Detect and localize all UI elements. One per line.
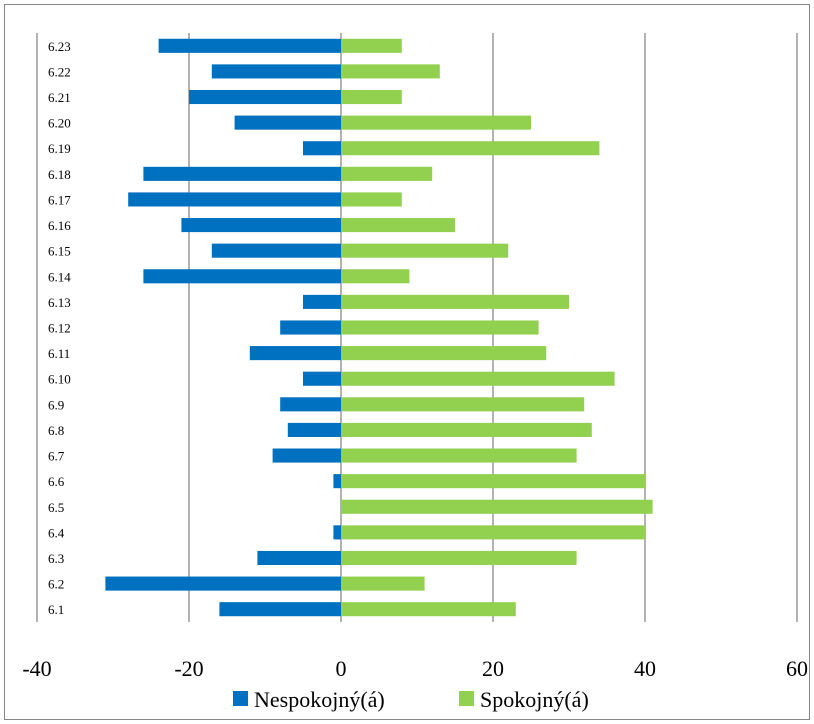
bar-spokojny-6.16	[341, 218, 455, 233]
x-tick-label: -40	[22, 656, 51, 681]
bar-nespokojny-6.12	[280, 320, 341, 335]
bars	[105, 38, 653, 617]
legend-swatch-spokojny	[459, 691, 474, 706]
bar-spokojny-6.8	[341, 422, 592, 437]
bar-nespokojny-6.14	[143, 269, 341, 284]
bar-spokojny-6.3	[341, 550, 577, 566]
category-label: 6.2	[48, 577, 64, 592]
bar-spokojny-6.6	[341, 474, 645, 489]
legend-label-spokojny: Spokojný(á)	[480, 687, 589, 712]
category-label: 6.4	[48, 525, 65, 540]
bar-nespokojny-6.13	[303, 294, 341, 309]
category-label: 6.20	[48, 116, 71, 131]
bar-spokojny-6.10	[341, 371, 615, 386]
category-label: 6.5	[48, 500, 64, 515]
category-label: 6.12	[48, 321, 71, 336]
category-label: 6.13	[48, 295, 71, 310]
x-tick-label: 0	[336, 656, 347, 681]
bar-spokojny-6.7	[341, 448, 577, 463]
bar-spokojny-6.5	[341, 499, 653, 514]
bar-nespokojny-6.20	[234, 115, 341, 130]
category-label: 6.6	[48, 474, 65, 489]
bar-spokojny-6.14	[341, 269, 410, 284]
category-label: 6.21	[48, 90, 71, 105]
bar-spokojny-6.4	[341, 525, 645, 540]
category-label: 6.14	[48, 269, 71, 284]
x-tick-labels: -40 -20 0 20 40 60	[22, 656, 808, 681]
bar-spokojny-6.22	[341, 64, 440, 79]
bar-nespokojny-6.1	[219, 602, 341, 617]
bar-nespokojny-6.23	[158, 38, 341, 53]
category-label: 6.18	[48, 167, 71, 182]
bar-nespokojny-6.7	[272, 448, 341, 463]
bar-nespokojny-6.22	[211, 64, 341, 79]
legend-swatch-nespokojny	[233, 691, 248, 706]
bar-nespokojny-6.11	[249, 346, 341, 361]
bar-nespokojny-6.4	[333, 525, 341, 540]
bar-spokojny-6.9	[341, 397, 585, 412]
bar-nespokojny-6.8	[287, 422, 341, 437]
bar-spokojny-6.13	[341, 294, 569, 309]
bar-nespokojny-6.2	[105, 576, 342, 591]
category-label: 6.16	[48, 218, 71, 233]
bar-nespokojny-6.21	[189, 89, 341, 105]
legend-label-nespokojny: Nespokojný(á)	[254, 687, 385, 712]
bar-spokojny-6.15	[341, 243, 509, 258]
x-tick-label: 40	[634, 656, 656, 681]
category-label: 6.22	[48, 64, 71, 79]
category-label: 6.8	[48, 423, 64, 438]
bar-nespokojny-6.18	[143, 166, 341, 181]
bar-nespokojny-6.19	[303, 141, 341, 156]
gridlines	[36, 33, 798, 622]
category-label: 6.1	[48, 602, 64, 617]
category-label: 6.15	[48, 244, 71, 259]
bar-nespokojny-6.9	[280, 397, 341, 412]
category-label: 6.9	[48, 397, 64, 412]
category-label: 6.3	[48, 551, 64, 566]
x-tick-label: -20	[174, 656, 203, 681]
category-label: 6.23	[48, 39, 71, 54]
bar-spokojny-6.19	[341, 141, 600, 156]
bar-spokojny-6.11	[341, 346, 547, 361]
bar-nespokojny-6.10	[303, 371, 341, 386]
category-label: 6.11	[48, 346, 70, 361]
bar-spokojny-6.1	[341, 602, 516, 617]
legend: Nespokojný(á) Spokojný(á)	[233, 687, 589, 712]
bar-spokojny-6.20	[341, 115, 531, 130]
x-tick-label: 60	[786, 656, 808, 681]
bar-spokojny-6.18	[341, 166, 433, 181]
category-labels: 6.1 6.2 6.3 6.4 6.5 6.6 6.7 6.8 6.9 6.10 6.11 6.12 6…	[48, 39, 71, 617]
bar-spokojny-6.23	[341, 38, 402, 53]
bar-spokojny-6.17	[341, 192, 402, 207]
category-label: 6.17	[48, 192, 71, 207]
category-label: 6.10	[48, 372, 71, 387]
bar-spokojny-6.2	[341, 576, 425, 591]
bar-nespokojny-6.3	[257, 550, 341, 566]
bar-nespokojny-6.15	[211, 243, 341, 258]
bar-spokojny-6.12	[341, 320, 539, 335]
bar-nespokojny-6.16	[181, 218, 341, 233]
category-label: 6.19	[48, 141, 71, 156]
bar-nespokojny-6.17	[128, 192, 341, 207]
bar-nespokojny-6.6	[333, 474, 341, 489]
bar-spokojny-6.21	[341, 89, 402, 105]
x-tick-label: 20	[482, 656, 504, 681]
category-label: 6.7	[48, 449, 65, 464]
